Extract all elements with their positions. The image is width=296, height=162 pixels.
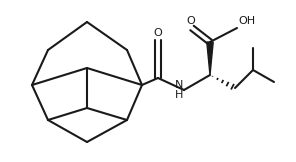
Text: O: O xyxy=(154,28,163,38)
Text: O: O xyxy=(186,16,195,26)
Text: OH: OH xyxy=(238,16,255,26)
Text: N
H: N H xyxy=(175,80,183,100)
Polygon shape xyxy=(207,42,213,75)
